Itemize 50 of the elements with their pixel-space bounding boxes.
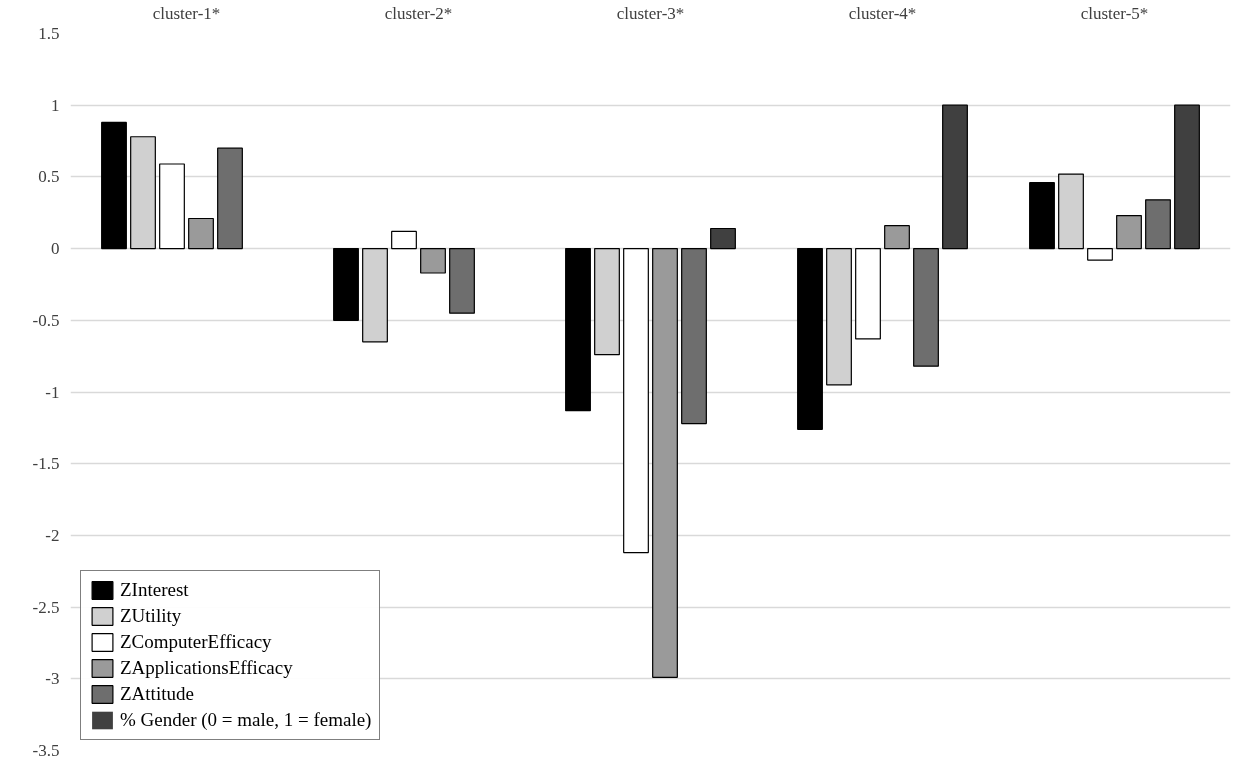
bar xyxy=(681,248,707,425)
bar xyxy=(188,217,214,250)
bar xyxy=(884,225,910,250)
bar xyxy=(1145,199,1171,250)
y-tick-label: -1 xyxy=(45,382,60,402)
bar xyxy=(1058,173,1084,250)
bar xyxy=(449,248,475,314)
legend-label: ZUtility xyxy=(120,605,182,627)
bar xyxy=(391,230,417,250)
bar xyxy=(855,248,881,340)
y-tick-label: -1.5 xyxy=(32,454,60,474)
y-tick-label: -2.5 xyxy=(32,597,60,617)
bar xyxy=(797,248,823,430)
legend-label: ZInterest xyxy=(120,579,189,601)
bar xyxy=(710,227,736,250)
y-tick-label: -3.5 xyxy=(32,741,60,760)
bar xyxy=(826,248,852,386)
bar xyxy=(594,248,620,356)
legend-label: ZAttitude xyxy=(120,683,194,705)
legend-label: ZApplicationsEfficacy xyxy=(120,657,293,679)
bar xyxy=(1087,248,1113,261)
x-tick-label: cluster-5* xyxy=(1080,3,1149,23)
y-tick-label: 1.5 xyxy=(38,24,60,43)
bar xyxy=(942,104,968,250)
bar xyxy=(1116,215,1142,250)
bar xyxy=(1174,104,1200,250)
bar xyxy=(652,248,678,678)
bar xyxy=(565,248,591,412)
bar xyxy=(623,248,649,554)
bar xyxy=(217,147,243,250)
x-tick-label: cluster-3* xyxy=(616,3,685,23)
x-tick-label: cluster-4* xyxy=(848,3,917,23)
bar xyxy=(913,248,939,367)
y-tick-label: -0.5 xyxy=(32,310,60,330)
y-tick-label: 1 xyxy=(51,95,60,115)
legend-label: ZComputerEfficacy xyxy=(120,631,272,653)
bar xyxy=(1029,182,1055,250)
bar xyxy=(333,248,359,321)
bar xyxy=(362,248,388,343)
bar xyxy=(159,163,185,250)
y-tick-label: -2 xyxy=(45,525,60,545)
x-tick-label: cluster-2* xyxy=(384,3,453,23)
bar xyxy=(130,136,156,250)
y-tick-label: 0.5 xyxy=(38,167,60,187)
y-tick-label: -3 xyxy=(45,669,60,689)
y-tick-label: 0 xyxy=(51,239,60,259)
bar xyxy=(420,248,446,274)
bar xyxy=(101,121,127,250)
legend-label: % Gender (0 = male, 1 = female) xyxy=(120,709,372,731)
x-tick-label: cluster-1* xyxy=(152,3,221,23)
